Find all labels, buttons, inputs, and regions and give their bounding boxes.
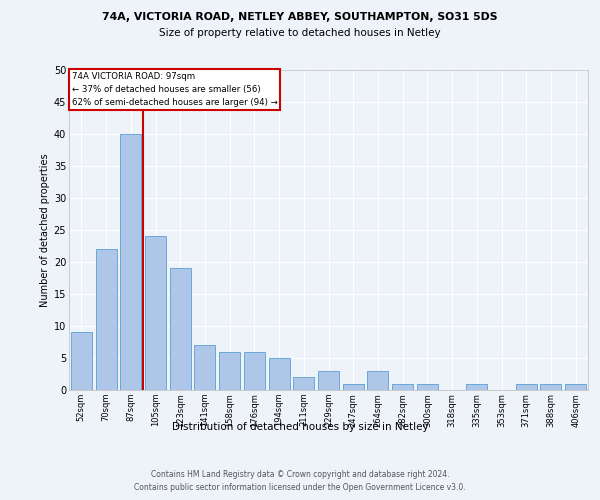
Bar: [367, 371, 388, 390]
Bar: [541, 384, 562, 390]
Bar: [293, 377, 314, 390]
Y-axis label: Number of detached properties: Number of detached properties: [40, 153, 50, 307]
Bar: [343, 384, 364, 390]
Text: Contains public sector information licensed under the Open Government Licence v3: Contains public sector information licen…: [134, 482, 466, 492]
Bar: [194, 345, 215, 390]
Bar: [565, 384, 586, 390]
Bar: [516, 384, 537, 390]
Bar: [170, 268, 191, 390]
Bar: [244, 352, 265, 390]
Text: 74A, VICTORIA ROAD, NETLEY ABBEY, SOUTHAMPTON, SO31 5DS: 74A, VICTORIA ROAD, NETLEY ABBEY, SOUTHA…: [102, 12, 498, 22]
Bar: [392, 384, 413, 390]
Text: Distribution of detached houses by size in Netley: Distribution of detached houses by size …: [172, 422, 428, 432]
Bar: [120, 134, 141, 390]
Bar: [417, 384, 438, 390]
Text: Size of property relative to detached houses in Netley: Size of property relative to detached ho…: [159, 28, 441, 38]
Bar: [466, 384, 487, 390]
Bar: [318, 371, 339, 390]
Bar: [219, 352, 240, 390]
Bar: [269, 358, 290, 390]
Bar: [71, 332, 92, 390]
Text: Contains HM Land Registry data © Crown copyright and database right 2024.: Contains HM Land Registry data © Crown c…: [151, 470, 449, 479]
Bar: [95, 249, 116, 390]
Text: 74A VICTORIA ROAD: 97sqm
← 37% of detached houses are smaller (56)
62% of semi-d: 74A VICTORIA ROAD: 97sqm ← 37% of detach…: [71, 72, 277, 107]
Bar: [145, 236, 166, 390]
